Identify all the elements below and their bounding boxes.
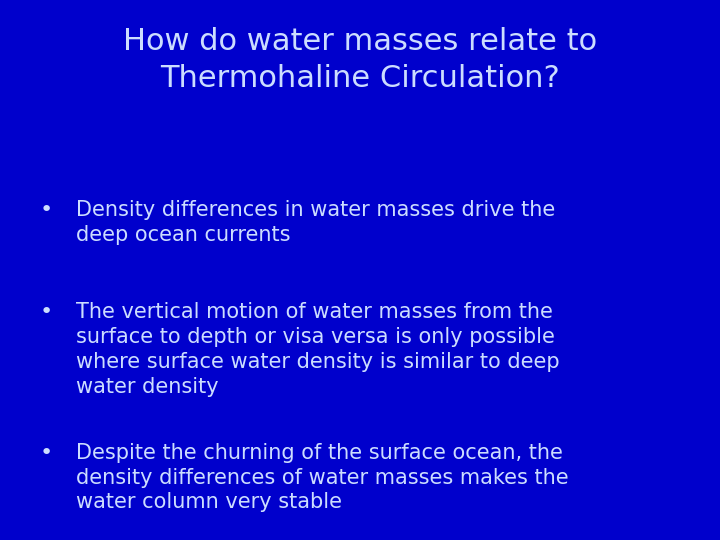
Text: •: • <box>40 302 53 322</box>
Text: •: • <box>40 200 53 220</box>
Text: The vertical motion of water masses from the
surface to depth or visa versa is o: The vertical motion of water masses from… <box>76 302 559 397</box>
Text: Despite the churning of the surface ocean, the
density differences of water mass: Despite the churning of the surface ocea… <box>76 443 568 512</box>
Text: •: • <box>40 443 53 463</box>
Text: How do water masses relate to
Thermohaline Circulation?: How do water masses relate to Thermohali… <box>123 27 597 93</box>
Text: Density differences in water masses drive the
deep ocean currents: Density differences in water masses driv… <box>76 200 555 245</box>
